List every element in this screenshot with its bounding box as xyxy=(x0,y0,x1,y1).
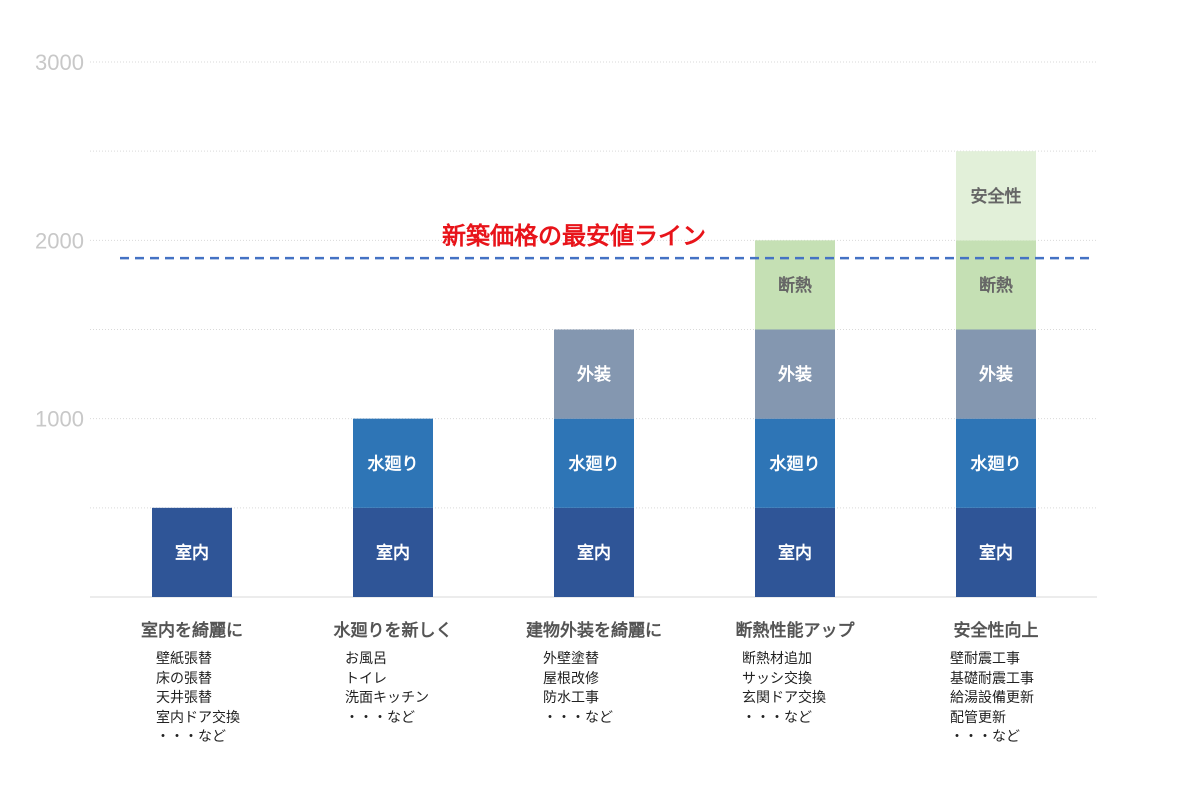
category-item-list: お風呂トイレ洗面キッチン ・・・など xyxy=(345,650,429,728)
category-item-list: 断熱材追加サッシ交換玄関ドア交換 ・・・など xyxy=(742,650,826,728)
bar-segment-label: 室内 xyxy=(376,542,410,563)
bar-segment-label: 安全性 xyxy=(971,186,1022,207)
bar-segment-label: 室内 xyxy=(778,542,812,563)
bar-segment xyxy=(956,507,1036,597)
bar-segment-label: 室内 xyxy=(979,542,1013,563)
category-item: 洗面キッチン xyxy=(345,690,429,706)
category-title: 室内を綺麗に xyxy=(141,621,243,641)
bar-segment xyxy=(956,240,1036,330)
category-item: ・・・など xyxy=(156,729,226,745)
category-item-list: 壁耐震工事基礎耐震工事 給湯設備更新 配管更新・・・など xyxy=(950,650,1034,748)
bar-segment-label: 水廻り xyxy=(569,453,620,474)
category-item: 断熱材追加 xyxy=(742,651,812,667)
category-item: 外壁塗替 xyxy=(543,651,599,667)
bar-segment xyxy=(554,418,634,508)
bar-segment-label: 断熱 xyxy=(979,275,1013,296)
bar-segment xyxy=(755,329,835,419)
reference-line-label: 新築価格の最安値ライン xyxy=(442,222,706,250)
category-item: 給湯設備更新 xyxy=(950,690,1034,706)
bar-segment xyxy=(353,418,433,508)
category-item: 床の張替 xyxy=(156,670,212,687)
bar-segment xyxy=(554,507,634,597)
bar-segment-label: 室内 xyxy=(175,542,209,563)
bar-segment-label: 水廻り xyxy=(971,453,1022,474)
category-title: 水廻りを新しく xyxy=(333,621,453,641)
category-item: 壁紙張替 xyxy=(156,651,212,667)
bar-segment-label: 室内 xyxy=(577,542,611,563)
category-item: トイレ xyxy=(345,670,387,687)
category-item: 配管更新 xyxy=(950,709,1006,726)
category-item: お風呂 xyxy=(345,651,387,667)
bar-segment xyxy=(755,418,835,508)
bar-segment-label: 外装 xyxy=(778,364,812,385)
category-item: ・・・など xyxy=(950,729,1020,745)
bar-segment xyxy=(956,151,1036,241)
category-title: 断熱性能アップ xyxy=(735,621,855,641)
category-item: 壁耐震工事 xyxy=(950,651,1020,667)
bar-segment-label: 外装 xyxy=(577,364,611,385)
bar-segment xyxy=(755,240,835,330)
bar-segment-label: 水廻り xyxy=(770,453,821,474)
category-item: サッシ交換 xyxy=(742,670,812,687)
bar-segment xyxy=(956,418,1036,508)
bar-segment xyxy=(956,329,1036,419)
bar-segment xyxy=(152,507,232,597)
bar-segment-label: 断熱 xyxy=(778,275,812,296)
bar-segment xyxy=(755,507,835,597)
category-item: 屋根改修 xyxy=(543,670,599,687)
y-tick-label: 3000 xyxy=(35,50,84,75)
category-item: ・・・など xyxy=(543,709,613,726)
y-tick-label: 1000 xyxy=(35,407,84,432)
category-item: ・・・など xyxy=(345,709,415,726)
category-title: 安全性向上 xyxy=(953,621,1039,641)
bar-segment xyxy=(353,507,433,597)
category-item-list: 外壁塗替屋根改修防水工事・・・など xyxy=(543,650,613,728)
bar-segment-label: 水廻り xyxy=(368,453,419,474)
category-item: 天井張替 xyxy=(156,690,212,706)
bar-segment xyxy=(554,329,634,419)
category-item-list: 壁紙張替床の張替天井張替室内ドア交換 ・・・など xyxy=(156,650,240,748)
category-title: 建物外装を綺麗に xyxy=(526,621,662,641)
bar-segment-label: 外装 xyxy=(979,364,1013,385)
category-item: 基礎耐震工事 xyxy=(950,670,1034,687)
category-item: 玄関ドア交換 xyxy=(742,690,826,706)
y-tick-label: 2000 xyxy=(35,228,84,253)
category-item: 防水工事 xyxy=(543,690,599,706)
category-item: ・・・など xyxy=(742,709,812,726)
category-item: 室内ドア交換 xyxy=(156,709,240,726)
